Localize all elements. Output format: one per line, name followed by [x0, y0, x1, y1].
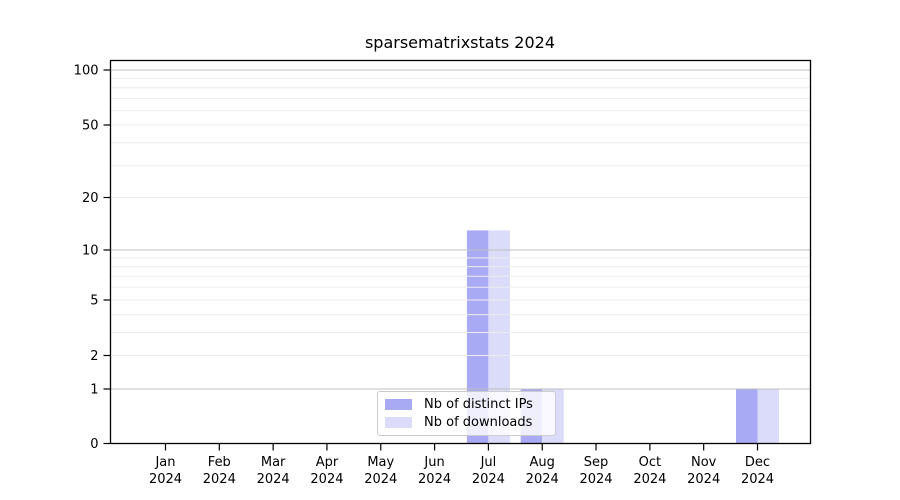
- x-tick-label-month: May: [367, 455, 394, 470]
- x-tick-label-month: Oct: [639, 455, 661, 470]
- y-tick-label: 20: [82, 191, 99, 206]
- gridlines: [110, 69, 811, 390]
- x-tick-label-year: 2024: [579, 472, 612, 487]
- x-tick-label-year: 2024: [741, 472, 774, 487]
- x-tick-label-year: 2024: [633, 472, 666, 487]
- legend-label: Nb of distinct IPs: [424, 397, 533, 413]
- x-tick-label-month: Dec: [745, 455, 770, 470]
- legend-swatch-icon: [385, 399, 412, 411]
- x-tick-label-year: 2024: [418, 472, 451, 487]
- x-tick-label-year: 2024: [472, 472, 505, 487]
- y-tick-label: 5: [90, 294, 98, 309]
- x-tick-label-month: Jun: [423, 455, 444, 470]
- x-tick-label-month: Jul: [480, 455, 497, 470]
- x-tick-label-year: 2024: [364, 472, 397, 487]
- legend-row: Nb of downloads: [385, 416, 547, 429]
- legend: Nb of distinct IPs Nb of downloads: [377, 391, 556, 436]
- chart-title: sparsematrixstats 2024: [364, 33, 556, 52]
- bar-dec-ips: [736, 389, 758, 444]
- x-tick-label-year: 2024: [526, 472, 559, 487]
- legend-label: Nb of downloads: [424, 414, 533, 430]
- x-tick-label-month: Sep: [584, 455, 609, 470]
- bar-jul-downloads: [488, 230, 510, 444]
- x-tick-label-month: Mar: [261, 455, 286, 470]
- plot-border: [109, 59, 812, 445]
- x-tick-label-month: Apr: [316, 455, 339, 470]
- bar-dec-downloads: [757, 389, 779, 444]
- y-tick-label: 10: [82, 244, 99, 259]
- y-tick-label: 2: [90, 349, 98, 364]
- y-tick-label: 100: [74, 64, 99, 79]
- y-tick-label: 50: [82, 119, 99, 134]
- y-tick-label: 0: [90, 437, 98, 452]
- x-tick-label-year: 2024: [149, 472, 182, 487]
- x-tick-label-year: 2024: [203, 472, 236, 487]
- y-tick-label: 1: [90, 383, 98, 398]
- x-tick-label-month: Nov: [691, 455, 717, 470]
- x-axis: Jan 2024 Feb 2024 Mar 2024 Apr 2024 May 2024 Jun 20…: [149, 443, 774, 487]
- x-tick-label-month: Feb: [208, 455, 231, 470]
- x-tick-label-month: Jan: [154, 455, 175, 470]
- legend-swatch-icon: [385, 416, 412, 428]
- x-tick-label-year: 2024: [257, 472, 290, 487]
- x-tick-label-year: 2024: [310, 472, 343, 487]
- x-tick-label-year: 2024: [687, 472, 720, 487]
- x-tick-label-month: Aug: [530, 455, 555, 470]
- legend-row: Nb of distinct IPs: [385, 398, 547, 411]
- y-axis: 0 1 2 5 10 20 50 100: [74, 64, 111, 452]
- bar-jul-ips: [466, 230, 489, 444]
